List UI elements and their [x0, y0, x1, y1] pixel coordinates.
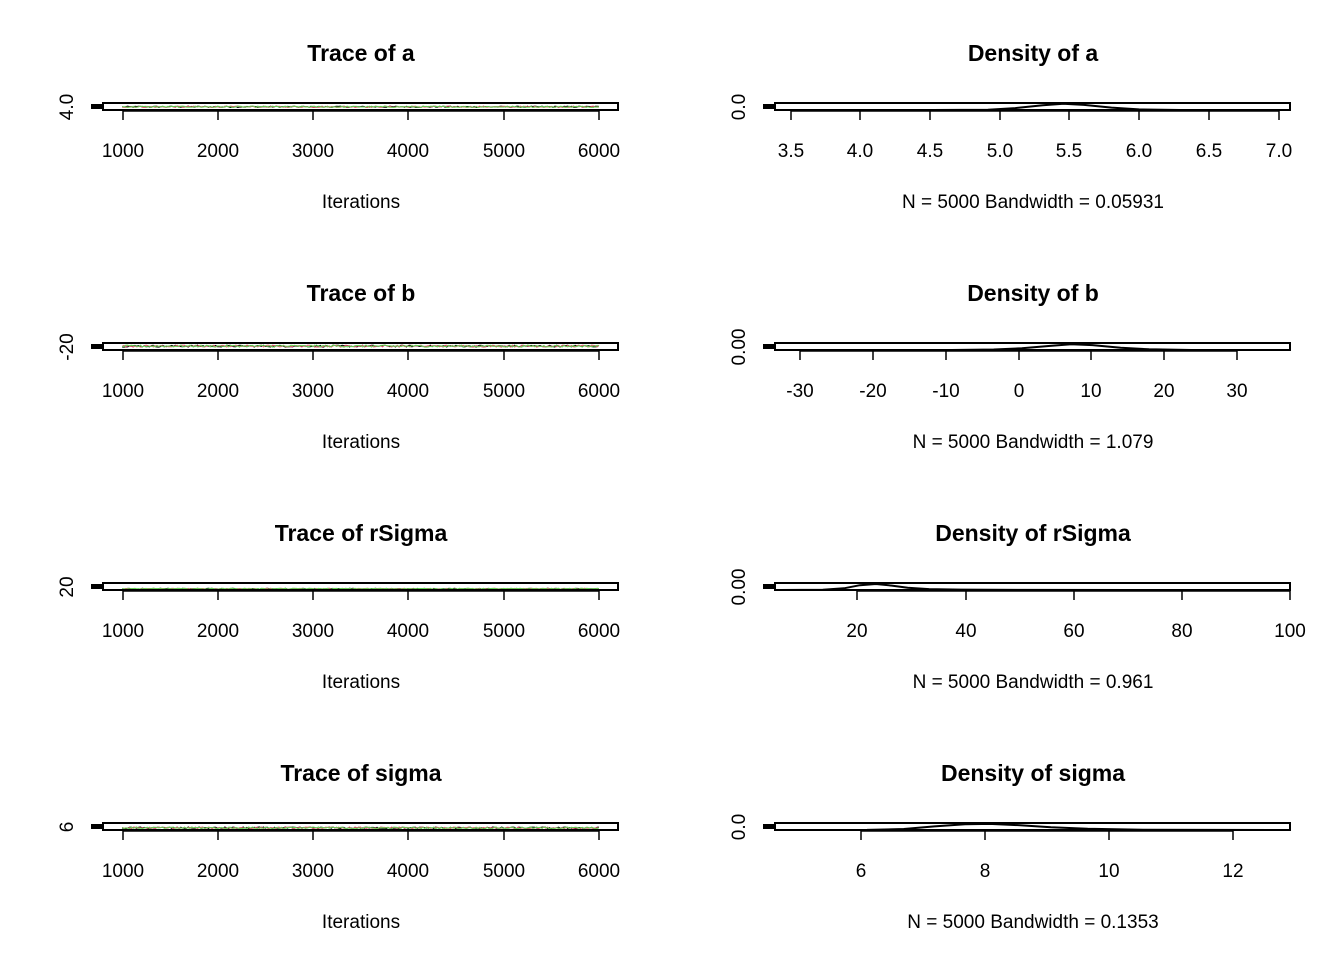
- panel-title: Density of rSigma: [935, 520, 1131, 546]
- x-tick-label: 3000: [292, 381, 334, 402]
- x-tick-label: 7.0: [1266, 141, 1292, 162]
- panel-title: Trace of b: [307, 280, 416, 306]
- x-tick-label: 4000: [387, 621, 429, 642]
- x-axis-label: Iterations: [322, 672, 400, 693]
- x-tick-label: 1000: [102, 621, 144, 642]
- x-tick-label: 5.5: [1056, 141, 1082, 162]
- panel-density-1: Density of b N = 5000 Bandwidth = 1.079 -3…: [729, 280, 1291, 453]
- chain-trace-line: [121, 826, 600, 830]
- x-tick-label: 6.5: [1196, 141, 1222, 162]
- x-tick-label: -20: [859, 381, 886, 402]
- x-tick-label: 5000: [483, 621, 525, 642]
- y-axis-line: [763, 344, 775, 349]
- x-tick-label: -30: [786, 381, 813, 402]
- x-tick-label: 0: [1014, 381, 1025, 402]
- x-tick-label: 2000: [197, 141, 239, 162]
- x-tick-label: 2000: [197, 621, 239, 642]
- panel-trace-1: Trace of b Iterations 1000 2000 3000 4000 5000…: [57, 280, 620, 453]
- x-tick-label: 100: [1274, 621, 1306, 642]
- x-tick-label: 80: [1171, 621, 1192, 642]
- y-tick-label: 6: [57, 822, 78, 833]
- y-axis-line: [91, 104, 103, 109]
- x-tick-label: 4000: [387, 141, 429, 162]
- panel-trace-0: Trace of a Iterations 1000 2000 3000 4000 5000…: [57, 40, 620, 213]
- panel-title: Trace of sigma: [280, 760, 441, 786]
- chain-trace-line: [122, 105, 600, 109]
- x-tick-label: 12: [1222, 861, 1243, 882]
- panel-title: Density of b: [967, 280, 1099, 306]
- x-axis-label: N = 5000 Bandwidth = 0.961: [913, 672, 1154, 693]
- x-tick-label: 1000: [102, 861, 144, 882]
- x-tick-label: 3000: [292, 861, 334, 882]
- y-axis-line: [763, 824, 775, 829]
- x-tick-label: 4.0: [847, 141, 873, 162]
- x-tick-label: 4000: [387, 861, 429, 882]
- panel-density-0: Density of a N = 5000 Bandwidth = 0.05931…: [729, 40, 1292, 213]
- x-tick-label: 6000: [578, 861, 620, 882]
- x-tick-label: 3.5: [778, 141, 804, 162]
- plot-data: [121, 826, 600, 830]
- x-tick-label: 5.0: [987, 141, 1013, 162]
- x-tick-label: 6: [856, 861, 867, 882]
- y-tick-label: 0.0: [729, 814, 750, 840]
- y-tick-label: 0.00: [729, 329, 750, 366]
- x-tick-label: 6000: [578, 141, 620, 162]
- x-tick-label: 20: [1153, 381, 1174, 402]
- x-tick-label: 2000: [197, 381, 239, 402]
- panel-title: Trace of rSigma: [275, 520, 448, 546]
- x-tick-label: 1000: [102, 141, 144, 162]
- x-tick-label: 40: [955, 621, 976, 642]
- x-tick-label: 30: [1226, 381, 1247, 402]
- x-tick-label: 60: [1063, 621, 1084, 642]
- plot-data: [121, 344, 600, 348]
- panel-density-2: Density of rSigma N = 5000 Bandwidth = 0.…: [729, 520, 1306, 693]
- y-tick-label: 0.00: [729, 569, 750, 606]
- x-tick-label: 8: [980, 861, 991, 882]
- x-tick-label: 4.5: [917, 141, 943, 162]
- x-tick-label: 10: [1080, 381, 1101, 402]
- x-tick-label: 2000: [197, 861, 239, 882]
- x-tick-label: 20: [846, 621, 867, 642]
- x-tick-label: 3000: [292, 621, 334, 642]
- panel-trace-2: Trace of rSigma Iterations 1000 2000 3000 400…: [57, 520, 620, 693]
- x-tick-label: 6.0: [1126, 141, 1152, 162]
- plot-data: [122, 105, 600, 109]
- x-tick-label: 4000: [387, 381, 429, 402]
- panel-title: Density of a: [968, 40, 1099, 66]
- x-tick-label: 1000: [102, 381, 144, 402]
- y-tick-label: -20: [57, 333, 78, 360]
- x-axis-label: Iterations: [322, 432, 400, 453]
- x-axis-label: Iterations: [322, 912, 400, 933]
- x-tick-label: 3000: [292, 141, 334, 162]
- panel-title: Trace of a: [307, 40, 415, 66]
- y-tick-label: 0.0: [729, 94, 750, 120]
- x-axis-label: Iterations: [322, 192, 400, 213]
- y-axis-line: [91, 824, 103, 829]
- y-axis-line: [91, 344, 103, 349]
- y-tick-label: 4.0: [57, 94, 78, 120]
- panel-trace-3: Trace of sigma Iterations 1000 2000 3000 4000…: [57, 760, 620, 933]
- x-axis-label: N = 5000 Bandwidth = 0.05931: [902, 192, 1164, 213]
- panel-density-3: Density of sigma N = 5000 Bandwidth = 0.1…: [729, 760, 1291, 933]
- y-axis-line: [763, 104, 775, 109]
- x-tick-label: 5000: [483, 141, 525, 162]
- x-tick-label: 6000: [578, 621, 620, 642]
- x-axis-label: N = 5000 Bandwidth = 1.079: [913, 432, 1154, 453]
- chain-trace-line: [122, 344, 600, 348]
- y-tick-label: 20: [57, 576, 78, 597]
- y-axis-line: [91, 584, 103, 589]
- x-tick-label: 5000: [483, 381, 525, 402]
- x-tick-label: 5000: [483, 861, 525, 882]
- x-tick-label: -10: [932, 381, 959, 402]
- panel-title: Density of sigma: [941, 760, 1125, 786]
- x-axis-label: N = 5000 Bandwidth = 0.1353: [907, 912, 1158, 933]
- x-tick-label: 6000: [578, 381, 620, 402]
- y-axis-line: [763, 584, 775, 589]
- x-tick-label: 10: [1098, 861, 1119, 882]
